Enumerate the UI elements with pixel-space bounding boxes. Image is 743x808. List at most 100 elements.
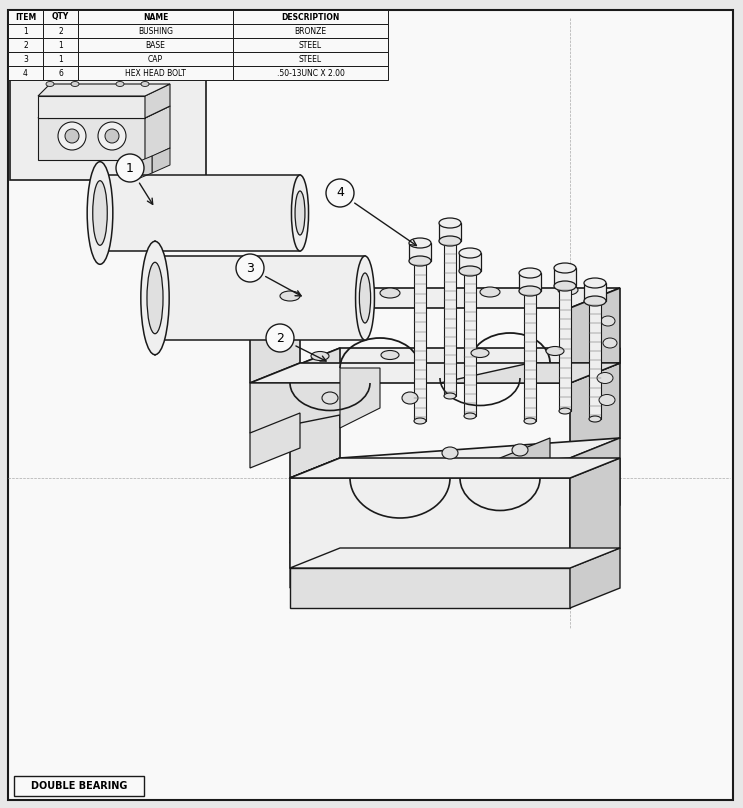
- Ellipse shape: [459, 266, 481, 276]
- Polygon shape: [519, 273, 541, 291]
- Bar: [43, 52, 78, 66]
- Polygon shape: [145, 84, 170, 118]
- Bar: [78, 24, 233, 38]
- Text: BUSHING: BUSHING: [138, 27, 173, 36]
- Polygon shape: [570, 548, 620, 608]
- Bar: [43, 24, 78, 38]
- Ellipse shape: [480, 287, 500, 297]
- Ellipse shape: [409, 238, 431, 248]
- Polygon shape: [290, 458, 620, 478]
- Text: BASE: BASE: [146, 40, 166, 49]
- Bar: [14, 776, 144, 796]
- Ellipse shape: [322, 392, 338, 404]
- Bar: [233, 52, 388, 66]
- Polygon shape: [464, 271, 476, 416]
- Polygon shape: [439, 223, 461, 241]
- Polygon shape: [250, 288, 300, 383]
- Polygon shape: [524, 291, 536, 421]
- Bar: [233, 66, 388, 80]
- Ellipse shape: [409, 256, 431, 266]
- Ellipse shape: [141, 242, 169, 355]
- Text: ITEM: ITEM: [15, 12, 36, 22]
- Polygon shape: [290, 555, 550, 588]
- Polygon shape: [570, 288, 620, 383]
- Ellipse shape: [439, 236, 461, 246]
- Ellipse shape: [519, 286, 541, 296]
- Text: 4: 4: [23, 69, 28, 78]
- Ellipse shape: [524, 418, 536, 424]
- Polygon shape: [500, 438, 550, 573]
- Text: BRONZE: BRONZE: [294, 27, 327, 36]
- Polygon shape: [152, 148, 170, 173]
- Polygon shape: [250, 363, 620, 383]
- Ellipse shape: [311, 351, 329, 360]
- Text: QTY: QTY: [52, 12, 69, 22]
- Polygon shape: [444, 241, 456, 396]
- Text: 1: 1: [23, 27, 28, 36]
- Text: 2: 2: [276, 331, 284, 344]
- Text: STEEL: STEEL: [299, 54, 322, 64]
- Ellipse shape: [360, 273, 371, 323]
- Bar: [8, 24, 43, 38]
- Bar: [10, 52, 206, 180]
- Polygon shape: [100, 175, 300, 251]
- Polygon shape: [440, 363, 620, 383]
- Circle shape: [116, 154, 144, 182]
- Bar: [78, 38, 233, 52]
- Ellipse shape: [442, 447, 458, 459]
- Polygon shape: [414, 261, 426, 421]
- Text: HEX HEAD BOLT: HEX HEAD BOLT: [125, 69, 186, 78]
- Text: 4: 4: [336, 187, 344, 200]
- Bar: [8, 10, 43, 24]
- Ellipse shape: [603, 338, 617, 348]
- Polygon shape: [409, 243, 431, 261]
- Ellipse shape: [464, 413, 476, 419]
- Ellipse shape: [444, 393, 456, 399]
- Polygon shape: [584, 283, 606, 301]
- Polygon shape: [250, 288, 620, 308]
- Bar: [233, 38, 388, 52]
- Circle shape: [326, 179, 354, 207]
- Ellipse shape: [295, 191, 305, 235]
- Polygon shape: [570, 348, 620, 458]
- Ellipse shape: [584, 296, 606, 306]
- Polygon shape: [250, 413, 300, 468]
- Ellipse shape: [584, 278, 606, 288]
- Ellipse shape: [554, 263, 576, 273]
- Polygon shape: [290, 478, 570, 568]
- Text: 6: 6: [58, 69, 63, 78]
- Bar: [43, 66, 78, 80]
- Ellipse shape: [380, 288, 400, 298]
- Polygon shape: [459, 253, 481, 271]
- Ellipse shape: [58, 122, 86, 150]
- Ellipse shape: [98, 122, 126, 150]
- Polygon shape: [290, 523, 340, 588]
- Ellipse shape: [87, 162, 113, 264]
- Polygon shape: [38, 84, 170, 96]
- Ellipse shape: [558, 285, 578, 295]
- Text: STEEL: STEEL: [299, 40, 322, 49]
- Bar: [78, 66, 233, 80]
- Ellipse shape: [512, 444, 528, 456]
- Circle shape: [236, 254, 264, 282]
- Polygon shape: [570, 458, 620, 568]
- Polygon shape: [290, 548, 620, 568]
- Polygon shape: [290, 458, 340, 543]
- Ellipse shape: [93, 181, 107, 246]
- Ellipse shape: [601, 316, 615, 326]
- Polygon shape: [290, 348, 340, 478]
- Polygon shape: [290, 348, 620, 368]
- Bar: [78, 52, 233, 66]
- Ellipse shape: [414, 418, 426, 424]
- Bar: [78, 10, 233, 24]
- Polygon shape: [340, 368, 380, 428]
- Text: DESCRIPTION: DESCRIPTION: [282, 12, 340, 22]
- Text: 1: 1: [126, 162, 134, 175]
- Text: 2: 2: [58, 27, 63, 36]
- Ellipse shape: [141, 82, 149, 86]
- Polygon shape: [290, 438, 620, 478]
- Polygon shape: [155, 256, 365, 340]
- Ellipse shape: [459, 248, 481, 258]
- Bar: [43, 38, 78, 52]
- Polygon shape: [145, 106, 170, 160]
